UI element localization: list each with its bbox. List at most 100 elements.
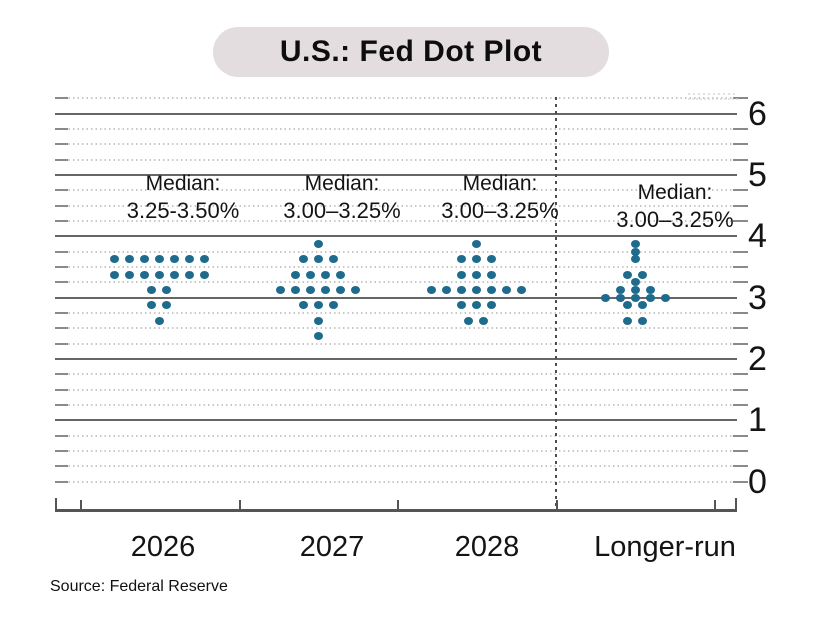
minor-gridline-tick	[733, 128, 748, 131]
projection-dot	[162, 286, 171, 295]
projection-dot	[471, 270, 481, 279]
minor-gridline-tick	[55, 204, 68, 207]
projection-dot	[660, 293, 670, 302]
minor-gridline-tick	[55, 465, 68, 468]
projection-dot	[306, 286, 315, 295]
projection-dot	[184, 270, 194, 279]
projection-dot	[623, 301, 632, 310]
minor-gridline-tick	[55, 250, 68, 253]
gridline-major	[55, 419, 737, 422]
gridline-major	[55, 174, 737, 177]
title-pill: U.S.: Fed Dot Plot	[213, 27, 609, 77]
gridline-minor	[55, 465, 735, 468]
projection-dot	[139, 255, 149, 264]
minor-gridline-tick	[55, 189, 68, 192]
x-axis-tick	[735, 498, 737, 509]
median-label: Median:	[304, 172, 380, 195]
gridline-major	[55, 358, 737, 361]
projection-dot	[124, 255, 134, 264]
minor-gridline-tick	[733, 220, 748, 223]
gridline-minor	[55, 158, 735, 161]
y-axis-tick-label: 2	[748, 340, 767, 379]
gridline-minor	[55, 128, 735, 131]
projection-dot	[199, 255, 209, 264]
projection-dot	[109, 255, 119, 264]
x-axis-label-longer-run: Longer-run	[594, 531, 736, 563]
projection-dot	[154, 270, 164, 279]
x-axis-tick	[397, 500, 399, 509]
projection-dot	[109, 270, 119, 279]
minor-gridline-tick	[55, 404, 68, 407]
page-title: U.S.: Fed Dot Plot	[279, 35, 543, 68]
y-axis-tick-label: 4	[748, 217, 767, 256]
minor-gridline-tick	[733, 327, 748, 330]
minor-gridline-tick	[733, 250, 748, 253]
x-axis-tick	[714, 500, 716, 509]
gridline-minor	[55, 281, 735, 284]
projection-dot	[464, 316, 473, 325]
projection-dot	[298, 301, 308, 310]
projection-dot	[471, 286, 481, 295]
median-annotation-2027: Median: 3.00–3.25%	[283, 170, 400, 225]
projection-dot	[630, 255, 640, 264]
y-axis-tick-label: 6	[748, 94, 767, 133]
projection-dot	[124, 270, 134, 279]
projection-dot	[162, 301, 171, 310]
minor-gridline-tick	[55, 266, 68, 269]
minor-gridline-tick	[733, 266, 748, 269]
minor-gridline-tick	[733, 373, 748, 376]
projection-dot	[313, 332, 323, 341]
projection-dot	[638, 316, 647, 325]
y-axis-tick-label: 5	[748, 156, 767, 195]
x-axis-label-2026: 2026	[130, 531, 196, 563]
median-value: 3.00–3.25%	[441, 198, 559, 223]
projection-dot	[441, 286, 451, 295]
minor-gridline-tick	[55, 128, 68, 131]
y-axis-tick-label: 3	[748, 278, 767, 317]
projection-dot	[336, 286, 345, 295]
gridline-minor	[55, 404, 735, 407]
projection-dot	[501, 286, 511, 295]
projection-dot	[516, 286, 526, 295]
projection-dot	[351, 286, 360, 295]
minor-gridline-tick	[55, 312, 68, 315]
minor-gridline-tick	[55, 158, 68, 161]
median-label: Median:	[637, 181, 713, 204]
minor-gridline-tick	[55, 97, 68, 100]
minor-gridline-tick	[733, 281, 748, 284]
projection-dot	[486, 286, 496, 295]
median-value: 3.00–3.25%	[616, 207, 734, 232]
projection-dot	[147, 301, 156, 310]
median-annotation-2028: Median: 3.00–3.25%	[441, 170, 558, 225]
minor-gridline-tick	[733, 189, 748, 192]
longer-run-divider-line	[555, 97, 557, 510]
minor-gridline-tick	[55, 373, 68, 376]
x-axis-label-2027: 2027	[299, 531, 365, 563]
minor-gridline-tick	[733, 450, 748, 453]
projection-dot	[426, 286, 436, 295]
projection-dot	[456, 255, 466, 264]
minor-gridline-tick	[733, 480, 748, 483]
minor-gridline-tick	[733, 312, 748, 315]
projection-dot	[291, 270, 300, 279]
projection-dot	[154, 255, 164, 264]
minor-gridline-tick	[55, 342, 68, 345]
x-axis-tick	[238, 500, 241, 509]
minor-gridline-tick	[55, 281, 68, 284]
projection-dot	[456, 301, 466, 310]
projection-dot	[630, 240, 640, 249]
minor-gridline-tick	[55, 434, 68, 437]
projection-dot	[169, 270, 179, 279]
projection-dot	[456, 286, 466, 295]
projection-dot	[638, 270, 647, 279]
y-axis-tick-label: 0	[748, 462, 767, 501]
gridline-minor	[55, 266, 735, 269]
projection-dot	[336, 270, 345, 279]
projection-dot	[630, 286, 640, 295]
gridline-minor	[55, 342, 735, 345]
projection-dot	[486, 270, 496, 279]
gridline-minor	[55, 312, 735, 315]
projection-dot	[328, 255, 338, 264]
projection-dot	[313, 301, 323, 310]
